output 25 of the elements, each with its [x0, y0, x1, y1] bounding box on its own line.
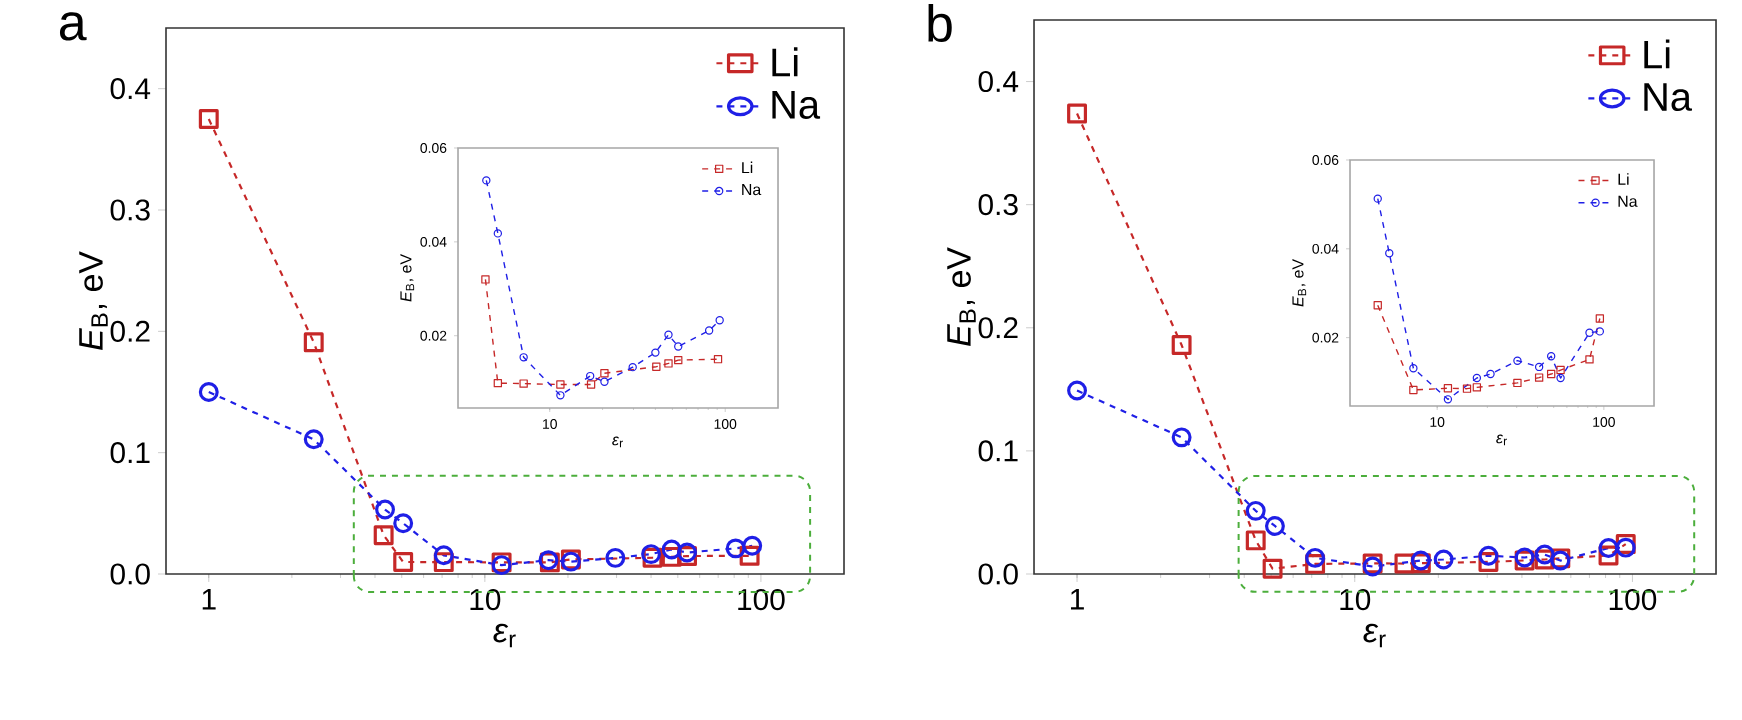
y-tick-label: 0.1 — [110, 442, 150, 464]
y-tick-label: 0.2 — [978, 317, 1018, 339]
y-tick-label: 0.1 — [978, 440, 1018, 462]
y-tick-label: 0.4 — [110, 78, 151, 100]
x-tick-label: 1 — [1071, 589, 1084, 610]
y-axis-title: E$_{B}$, eV — [79, 251, 108, 350]
x-tick-label: 10 — [1340, 589, 1371, 611]
x-tick-label: 100 — [1609, 589, 1657, 611]
x-tick-label: 1 — [202, 589, 216, 610]
legend-label: Na — [772, 91, 821, 119]
x-tick-label: 100 — [738, 589, 785, 611]
legend-label: Li — [1644, 39, 1670, 69]
y-tick-label: 0.3 — [978, 194, 1018, 216]
y-tick-label: 0.2 — [110, 320, 150, 342]
chart-title: b — [928, 4, 952, 43]
y-tick-label: 0.4 — [978, 70, 1019, 93]
legend-label: Na — [1644, 83, 1692, 112]
chart-title: a — [59, 12, 87, 41]
legend-label: Li — [772, 47, 798, 77]
x-axis-title: ε$_{r}$ — [493, 623, 516, 648]
y-tick-label: 0.0 — [978, 563, 1018, 585]
y-tick-label: 0.0 — [110, 563, 150, 585]
y-tick-label: 0.3 — [110, 199, 150, 221]
y-axis-title: E$_{B}$, eV — [947, 247, 976, 346]
x-axis-title: ε$_{r}$ — [1363, 623, 1386, 648]
